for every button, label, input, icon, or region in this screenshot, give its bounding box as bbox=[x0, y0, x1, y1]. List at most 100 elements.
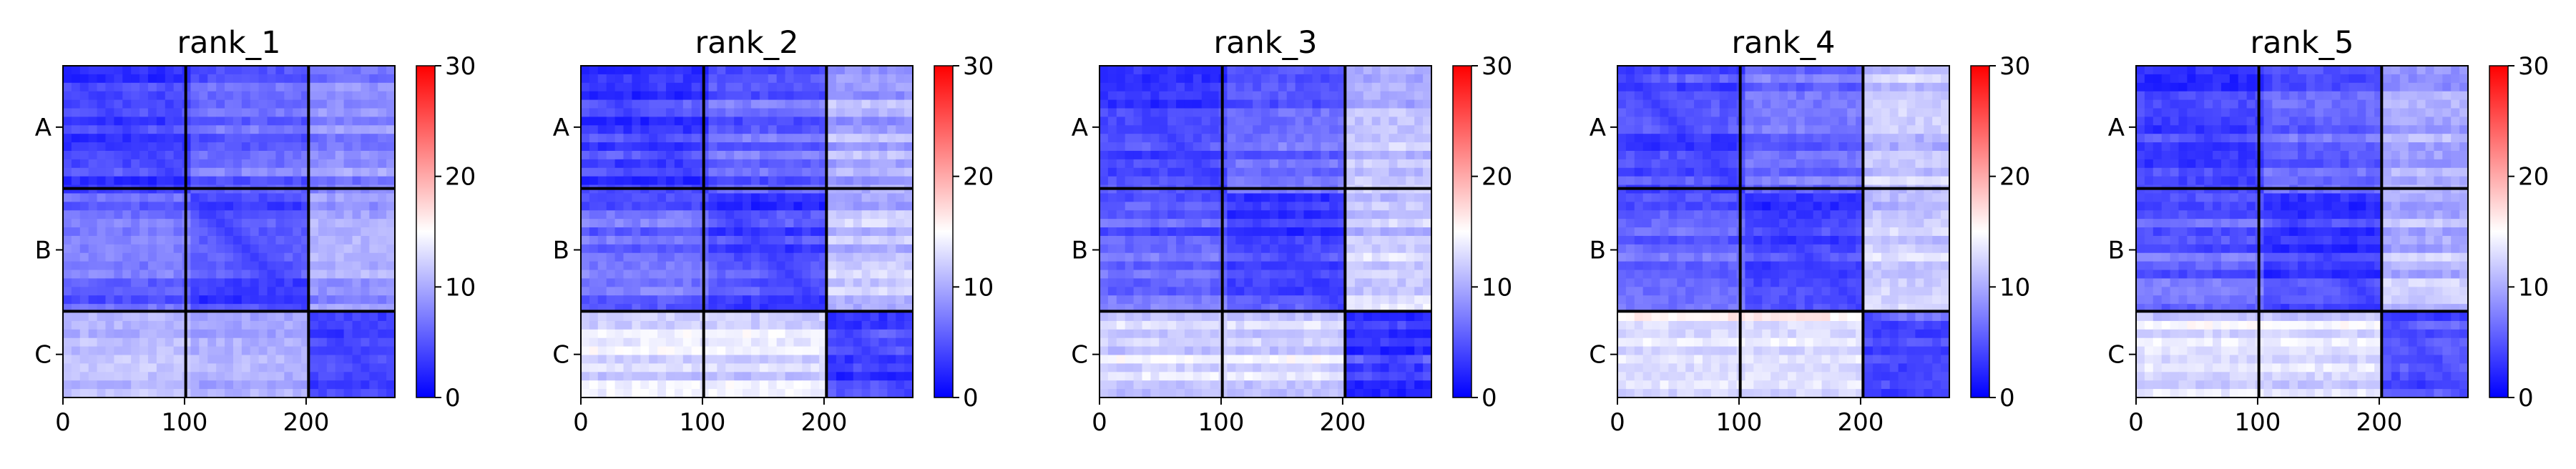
heatmap-cell bbox=[1116, 159, 1126, 169]
heatmap-cell bbox=[267, 134, 277, 143]
heatmap-cell bbox=[896, 252, 905, 262]
heatmap-cell bbox=[369, 74, 378, 84]
heatmap-cell bbox=[250, 380, 260, 390]
heatmap-cell bbox=[241, 159, 251, 169]
heatmap-cell bbox=[640, 159, 650, 169]
heatmap-cell bbox=[250, 261, 260, 271]
heatmap-cell bbox=[1414, 193, 1424, 202]
heatmap-cell bbox=[708, 150, 718, 160]
heatmap-cell bbox=[258, 337, 268, 347]
heatmap-cell bbox=[105, 167, 114, 177]
heatmap-cell bbox=[691, 355, 701, 365]
heatmap-cell bbox=[581, 372, 590, 381]
heatmap-cell bbox=[759, 252, 769, 262]
heatmap-cell bbox=[828, 210, 837, 219]
heatmap-cell bbox=[1150, 312, 1160, 322]
heatmap-cell bbox=[836, 329, 846, 339]
heatmap-cell bbox=[1898, 99, 1908, 109]
heatmap-cell bbox=[691, 278, 701, 287]
heatmap-cell bbox=[1380, 159, 1390, 169]
heatmap-cell bbox=[717, 372, 726, 381]
colorbar-tick-label: 20 bbox=[1482, 163, 1512, 192]
heatmap-cell bbox=[386, 320, 396, 330]
heatmap-cell bbox=[1125, 295, 1135, 305]
heatmap-cell bbox=[1354, 99, 1364, 109]
heatmap-cell bbox=[114, 150, 123, 160]
heatmap-cell bbox=[1269, 355, 1279, 365]
heatmap-cell bbox=[190, 355, 200, 365]
heatmap-cell bbox=[581, 244, 590, 254]
heatmap-cell bbox=[1719, 117, 1729, 126]
heatmap-cell bbox=[691, 193, 701, 202]
heatmap-cell bbox=[232, 389, 243, 398]
heatmap-cell bbox=[1371, 244, 1381, 254]
heatmap-cell bbox=[165, 159, 175, 169]
heatmap-cell bbox=[258, 117, 268, 126]
heatmap-cell bbox=[1889, 82, 1899, 92]
heatmap-cell bbox=[335, 167, 345, 177]
heatmap-cell bbox=[105, 337, 114, 347]
heatmap-cell bbox=[241, 193, 251, 202]
heatmap-cell bbox=[734, 227, 743, 237]
heatmap-cell bbox=[1354, 219, 1364, 228]
heatmap-cell bbox=[267, 389, 277, 398]
heatmap-cell bbox=[1423, 167, 1432, 177]
heatmap-cell bbox=[378, 150, 387, 160]
heatmap-cell bbox=[232, 108, 243, 117]
heatmap-cell bbox=[640, 235, 650, 245]
heatmap-cell bbox=[216, 372, 225, 381]
heatmap-cell bbox=[793, 66, 803, 75]
heatmap-cell bbox=[1295, 227, 1305, 237]
heatmap-cell bbox=[776, 66, 786, 75]
heatmap-cell bbox=[1116, 134, 1126, 143]
heatmap-cell bbox=[1423, 295, 1432, 305]
heatmap-cell bbox=[1414, 244, 1424, 254]
heatmap-cell bbox=[708, 193, 718, 202]
heatmap-cell bbox=[589, 176, 599, 186]
heatmap-cell bbox=[1406, 312, 1415, 322]
heatmap-cell bbox=[1389, 159, 1399, 169]
heatmap-cell bbox=[725, 202, 735, 211]
heatmap-cell bbox=[1329, 389, 1338, 398]
heatmap-cell bbox=[241, 167, 251, 177]
heatmap-cell bbox=[1278, 210, 1288, 219]
heatmap-cell bbox=[97, 219, 107, 228]
heatmap-cell bbox=[1329, 193, 1338, 202]
heatmap-cell bbox=[1423, 150, 1432, 160]
heatmap-cell bbox=[717, 355, 726, 365]
heatmap-cell bbox=[386, 210, 396, 219]
heatmap-cell bbox=[386, 227, 396, 237]
heatmap-cell bbox=[623, 134, 632, 143]
heatmap-cell bbox=[1685, 108, 1695, 117]
heatmap-cell bbox=[232, 329, 243, 339]
heatmap-cell bbox=[1941, 66, 1950, 75]
heatmap-cell bbox=[1269, 380, 1279, 390]
heatmap-cell bbox=[122, 355, 132, 365]
heatmap-cell bbox=[335, 74, 345, 84]
heatmap-cell bbox=[284, 363, 293, 372]
heatmap-cell bbox=[682, 235, 692, 245]
heatmap-cell bbox=[1932, 91, 1941, 101]
heatmap-cell bbox=[1371, 142, 1381, 152]
heatmap-cell bbox=[1125, 252, 1135, 262]
heatmap-cell bbox=[1269, 82, 1279, 92]
heatmap-cell bbox=[1312, 295, 1321, 305]
heatmap-cell bbox=[802, 329, 811, 339]
heatmap-cell bbox=[1133, 312, 1143, 322]
heatmap-cell bbox=[1303, 159, 1313, 169]
heatmap-cell bbox=[1406, 270, 1415, 280]
heatmap-cell bbox=[1244, 66, 1253, 75]
heatmap-cell bbox=[71, 355, 81, 365]
heatmap-cell bbox=[267, 320, 277, 330]
heatmap-cell bbox=[275, 312, 285, 322]
x-tick-label: 200 bbox=[283, 408, 329, 437]
heatmap-cell bbox=[810, 278, 820, 287]
heatmap-cell bbox=[657, 82, 667, 92]
heatmap-cells bbox=[63, 66, 396, 398]
heatmap-cell bbox=[165, 176, 175, 186]
heatmap-cell bbox=[828, 82, 837, 92]
heatmap-cell bbox=[1159, 227, 1168, 237]
heatmap-cell bbox=[378, 380, 387, 390]
heatmap-cell bbox=[284, 108, 293, 117]
heatmap-cell bbox=[361, 227, 370, 237]
